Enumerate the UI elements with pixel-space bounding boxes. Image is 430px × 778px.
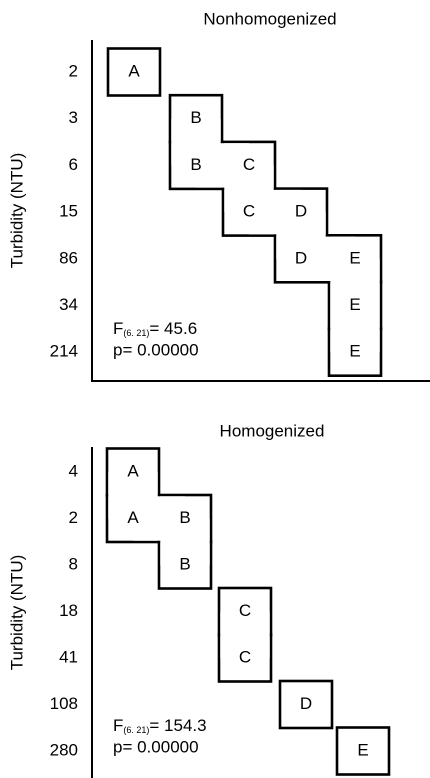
group-letter: B: [179, 508, 190, 527]
group-letter: C: [239, 601, 251, 620]
group-letter: D: [300, 694, 312, 713]
group-letter: A: [127, 508, 139, 527]
group-letter: C: [243, 202, 255, 221]
p-value: p= 0.00000: [113, 340, 199, 359]
row-label: 2: [69, 508, 78, 527]
group-letter: C: [243, 155, 255, 174]
group-letter: C: [239, 647, 251, 666]
f-df: (6. 21): [123, 725, 149, 735]
f-symbol: F: [113, 319, 123, 338]
group-letter: A: [127, 461, 139, 480]
row-label: 214: [50, 342, 78, 361]
row-label: 2: [69, 61, 78, 80]
group-letter: E: [357, 740, 368, 759]
box-join: [220, 611, 270, 658]
group-letter: B: [190, 155, 201, 174]
row-label: 18: [59, 601, 78, 620]
f-statistic: F(6. 21)= 154.3: [113, 716, 207, 735]
row-label: 34: [59, 295, 78, 314]
group-letter: B: [179, 554, 190, 573]
group-letter: E: [349, 248, 360, 267]
group-boxes: [106, 47, 383, 377]
panel-title: Nonhomogenized: [203, 9, 336, 28]
f-value: = 154.3: [149, 716, 206, 735]
group-letter: D: [295, 202, 307, 221]
group-boxes: [105, 447, 391, 776]
y-axis-label: Turbidity (NTU): [7, 153, 26, 269]
y-axis-label: Turbidity (NTU): [7, 555, 26, 671]
box-join: [160, 518, 210, 565]
f-symbol: F: [113, 716, 123, 735]
group-letter: B: [190, 108, 201, 127]
row-label: 3: [69, 108, 78, 127]
row-label: 108: [50, 694, 78, 713]
f-df: (6. 21): [123, 328, 149, 338]
row-label: 6: [69, 155, 78, 174]
p-value: p= 0.00000: [113, 737, 199, 756]
box-join: [330, 305, 380, 353]
group-letter: A: [128, 61, 140, 80]
row-label: 8: [69, 554, 78, 573]
group-letter: E: [349, 295, 360, 314]
box-fill: [109, 49, 159, 95]
group-letter: D: [295, 248, 307, 267]
row-label: 41: [59, 647, 78, 666]
row-label: 280: [50, 740, 78, 759]
row-label: 86: [59, 248, 78, 267]
box-fill: [338, 728, 388, 774]
box-join: [330, 258, 380, 306]
group-letter: E: [349, 342, 360, 361]
f-value: = 45.6: [149, 319, 197, 338]
row-label: 15: [59, 202, 78, 221]
panel-title: Homogenized: [220, 421, 325, 440]
f-statistic: F(6. 21)= 45.6: [113, 319, 197, 338]
box-fill: [281, 682, 331, 727]
row-label: 4: [69, 461, 78, 480]
